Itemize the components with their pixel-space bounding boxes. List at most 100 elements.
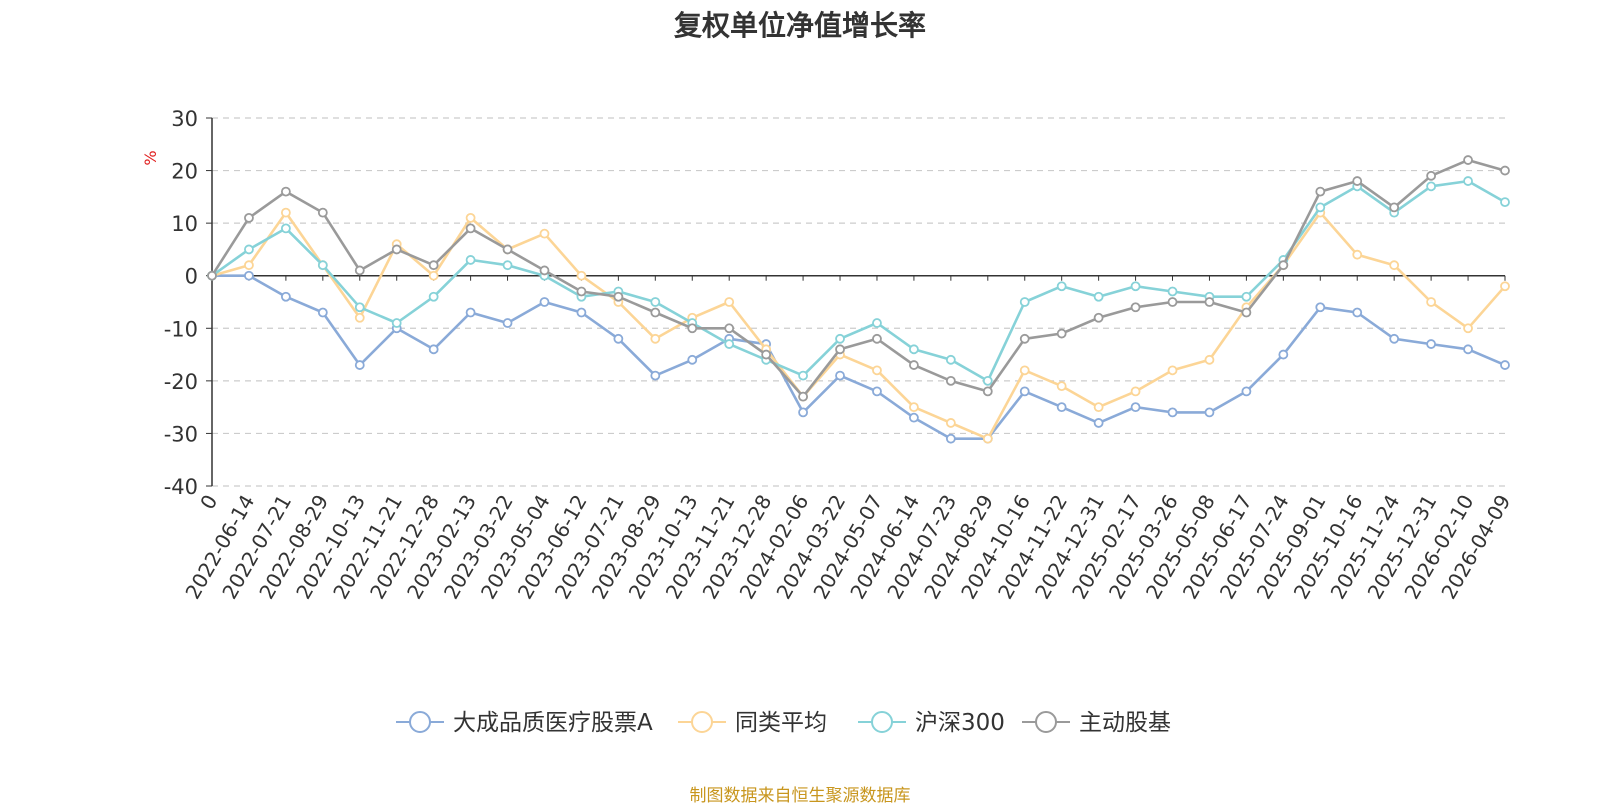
legend-label: 同类平均 — [735, 710, 827, 736]
data-point — [576, 270, 587, 281]
data-point — [650, 370, 661, 381]
data-point — [244, 260, 254, 271]
data-point — [1426, 339, 1437, 349]
data-point — [1463, 176, 1473, 186]
data-point — [1093, 402, 1104, 413]
data-point — [1167, 286, 1178, 297]
data-point — [428, 270, 439, 281]
y-axis-title: % — [141, 150, 160, 165]
data-point — [280, 207, 291, 218]
data-point — [465, 255, 476, 265]
data-point — [909, 412, 919, 423]
data-point — [1278, 349, 1289, 360]
data-point — [280, 186, 291, 197]
data-point — [835, 344, 845, 355]
data-point — [1315, 202, 1326, 213]
data-point — [1389, 333, 1400, 344]
legend-marker — [409, 711, 431, 733]
data-point — [1389, 202, 1400, 213]
y-tick-label: -40 — [164, 475, 198, 499]
data-point — [1500, 360, 1510, 370]
data-point — [909, 360, 919, 370]
data-point — [1500, 281, 1510, 292]
data-point — [1056, 328, 1067, 339]
data-point — [1315, 302, 1326, 313]
data-point — [428, 291, 439, 302]
data-point — [1019, 333, 1030, 344]
y-tick-label: -30 — [164, 422, 198, 446]
legend-marker — [871, 711, 893, 733]
data-point — [1056, 281, 1067, 292]
data-point — [650, 297, 661, 307]
data-point — [1204, 354, 1215, 365]
data-point — [613, 333, 624, 344]
grid-lines — [212, 117, 1505, 487]
data-point — [982, 386, 993, 397]
y-axis-unit: % — [141, 150, 160, 165]
data-point — [650, 333, 661, 344]
data-point — [724, 339, 735, 349]
x-tick-label: 0 — [195, 491, 222, 514]
data-point — [1204, 407, 1215, 418]
data-point — [909, 344, 919, 355]
data-point — [945, 418, 956, 428]
data-point — [539, 228, 550, 239]
data-point — [1130, 281, 1141, 292]
data-point — [1056, 402, 1067, 413]
data-point — [872, 318, 882, 328]
data-point — [798, 391, 808, 402]
data-point — [576, 307, 587, 318]
data-point — [1463, 155, 1473, 165]
data-point — [428, 344, 439, 355]
data-point — [1204, 297, 1215, 307]
data-point — [354, 265, 365, 276]
data-point — [354, 360, 365, 370]
data-point — [354, 302, 365, 313]
data-point — [1500, 165, 1510, 176]
legend-item[interactable]: 主动股基 — [1022, 710, 1171, 736]
data-point — [835, 370, 845, 381]
data-point — [317, 260, 328, 271]
data-point — [687, 323, 698, 334]
data-point — [502, 244, 513, 255]
data-point — [1130, 402, 1141, 413]
data-point — [280, 223, 291, 234]
data-point — [1241, 386, 1252, 397]
data-point — [1315, 186, 1326, 197]
data-point — [317, 307, 328, 318]
data-point — [539, 297, 550, 307]
data-point — [835, 333, 845, 344]
data-point — [1500, 197, 1510, 208]
data-point — [428, 260, 439, 271]
series-line — [210, 158, 1506, 398]
data-point — [576, 286, 587, 297]
legend-item[interactable]: 沪深300 — [858, 710, 1005, 736]
data-point — [982, 433, 993, 444]
legend-item[interactable]: 同类平均 — [678, 710, 827, 736]
data-point — [244, 270, 254, 281]
data-point — [280, 291, 291, 302]
data-point — [502, 260, 513, 271]
legend[interactable]: 大成品质医疗股票A 同类平均 沪深300 主动股基 — [396, 710, 1171, 736]
chart-title: 复权单位净值增长率 — [673, 9, 926, 42]
series-lines — [207, 155, 1510, 444]
y-tick-label: -10 — [164, 317, 198, 341]
legend-label: 沪深300 — [915, 710, 1005, 736]
data-point — [798, 407, 808, 418]
data-point — [1167, 365, 1178, 376]
data-point — [317, 207, 328, 218]
data-point — [1241, 307, 1252, 318]
y-tick-label: 20 — [171, 160, 198, 184]
data-point — [724, 297, 735, 307]
data-point — [687, 354, 698, 365]
legend-label: 大成品质医疗股票A — [453, 710, 653, 736]
data-point — [613, 291, 624, 302]
data-point — [724, 323, 735, 334]
y-tick-label: 30 — [171, 107, 198, 131]
legend-item[interactable]: 大成品质医疗股票A — [396, 710, 653, 736]
data-point — [798, 370, 808, 381]
data-point — [1167, 297, 1178, 307]
data-point — [1056, 381, 1067, 392]
data-point — [945, 433, 956, 444]
